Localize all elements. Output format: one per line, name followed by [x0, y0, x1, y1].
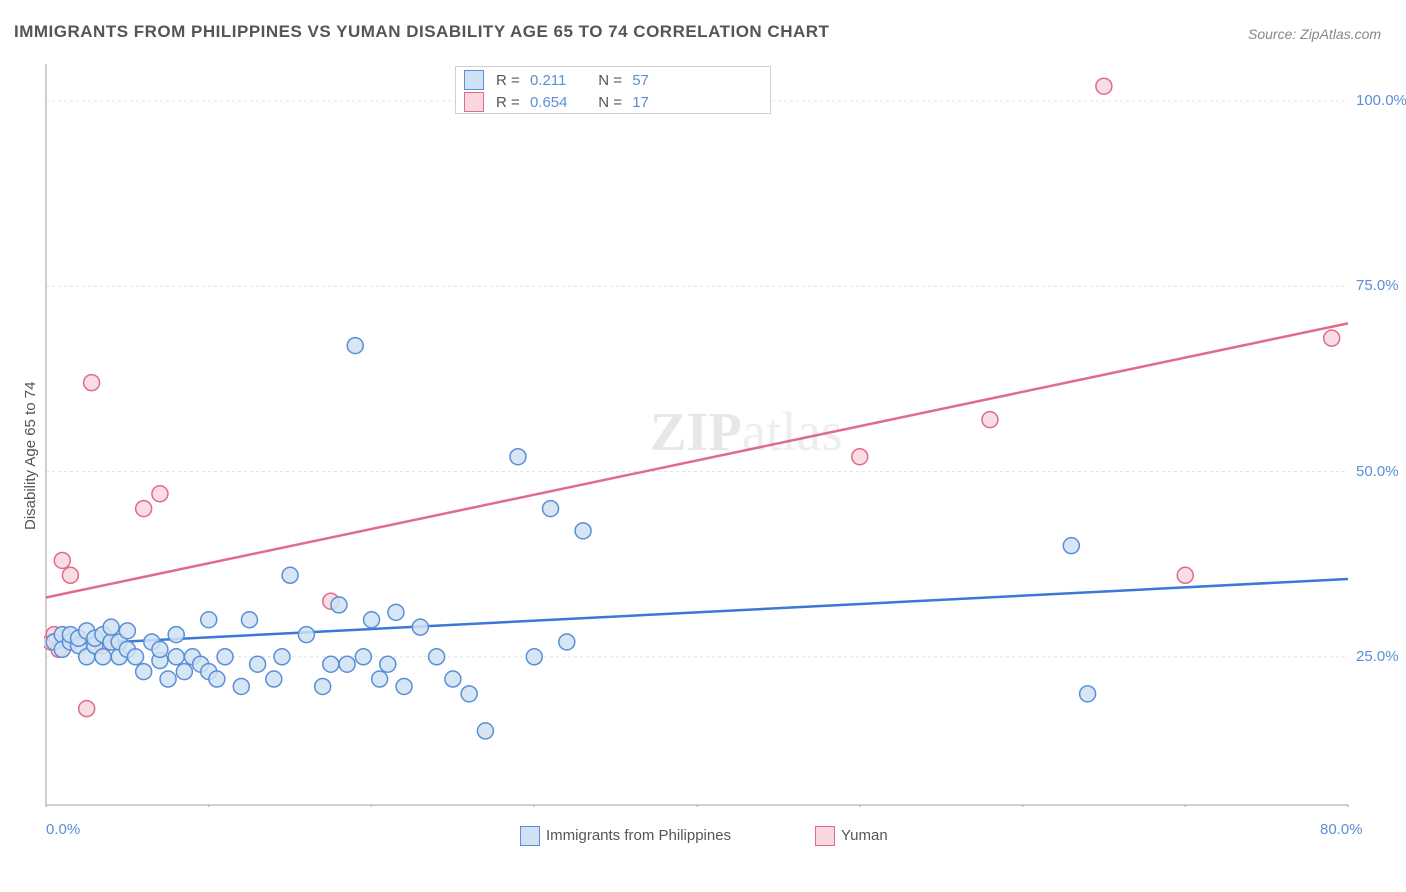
source-attribution: Source: ZipAtlas.com [1248, 26, 1381, 42]
y-tick-label: 25.0% [1356, 648, 1399, 665]
legend-swatch [520, 826, 540, 846]
n-label: N = [590, 72, 626, 89]
legend-item: Immigrants from Philippines [520, 826, 731, 846]
y-tick-label: 100.0% [1356, 92, 1406, 109]
n-label: N = [590, 94, 626, 111]
r-label: R = [496, 94, 524, 111]
x-tick-label: 0.0% [46, 821, 80, 838]
stats-legend-row: R = 0.211 N = 57 [464, 69, 762, 91]
legend-swatch [464, 70, 484, 90]
stats-legend: R = 0.211 N = 57R = 0.654 N = 17 [455, 66, 771, 114]
legend-label: Yuman [841, 827, 888, 844]
legend-label: Immigrants from Philippines [546, 827, 731, 844]
x-tick-label: 80.0% [1320, 821, 1363, 838]
r-value: 0.654 [530, 94, 584, 111]
y-tick-label: 75.0% [1356, 277, 1399, 294]
n-value: 57 [632, 72, 649, 89]
legend-swatch [464, 92, 484, 112]
chart-title: IMMIGRANTS FROM PHILIPPINES VS YUMAN DIS… [14, 22, 829, 42]
series-legend: Immigrants from Philippines Yuman [0, 826, 1406, 848]
r-label: R = [496, 72, 524, 89]
y-tick-label: 50.0% [1356, 463, 1399, 480]
legend-swatch [815, 826, 835, 846]
y-axis-label: Disability Age 65 to 74 [22, 382, 39, 530]
n-value: 17 [632, 94, 649, 111]
stats-legend-row: R = 0.654 N = 17 [464, 91, 762, 113]
r-value: 0.211 [530, 72, 584, 89]
scatter-chart [44, 62, 1350, 807]
legend-item: Yuman [815, 826, 888, 846]
